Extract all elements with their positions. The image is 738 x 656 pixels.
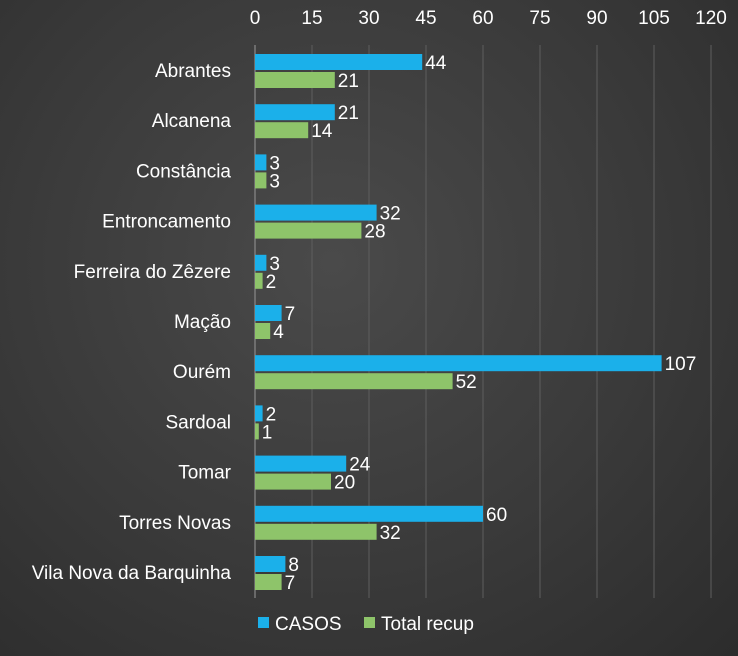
bar-casos (255, 254, 267, 271)
data-label: 8 (288, 555, 299, 576)
bar-casos (255, 455, 347, 472)
data-label: 24 (349, 455, 371, 476)
x-tick-label: 105 (638, 8, 670, 29)
bar-casos (255, 204, 377, 221)
category-label: Alcanena (152, 111, 232, 132)
category-label: Ferreira do Zêzere (74, 262, 231, 283)
legend-swatch-casos (258, 617, 269, 628)
x-tick-label: 0 (250, 8, 261, 29)
bar-total-recup (255, 272, 263, 289)
category-label: Mação (174, 312, 231, 333)
bar-casos (255, 556, 286, 572)
bar-total-recup (255, 222, 362, 239)
category-label: Ourém (173, 362, 231, 383)
data-label: 107 (665, 354, 697, 375)
bar-total-recup (255, 323, 271, 339)
x-tick-label: 60 (472, 8, 493, 29)
data-label: 2 (266, 404, 277, 425)
bars (255, 54, 662, 590)
data-label: 7 (285, 304, 296, 325)
category-labels: Abrantes Alcanena Constância Entroncamento F… (32, 61, 232, 584)
x-tick-label: 30 (358, 8, 379, 29)
bar-total-recup (255, 423, 259, 440)
x-tick-label: 45 (415, 8, 436, 29)
bar-casos (255, 54, 423, 70)
data-label: 32 (380, 523, 401, 544)
data-label: 2 (266, 272, 277, 293)
data-label: 3 (269, 153, 280, 174)
bar-total-recup (255, 72, 335, 88)
data-label: 7 (285, 573, 296, 594)
data-label: 21 (338, 103, 359, 124)
bar-total-recup (255, 122, 309, 139)
bar-total-recup (255, 172, 267, 189)
data-label: 60 (486, 505, 507, 526)
grid (254, 45, 712, 598)
x-tick-label: 90 (586, 8, 607, 29)
x-tick-label: 15 (301, 8, 322, 29)
bar-total-recup (255, 473, 331, 490)
legend-swatch-total-recup (364, 617, 375, 628)
bar-casos (255, 305, 282, 321)
data-label: 28 (364, 222, 385, 243)
data-label: 44 (425, 53, 447, 74)
x-tick-label: 75 (529, 8, 550, 29)
category-label: Sardoal (166, 412, 232, 433)
category-label: Tomar (178, 463, 231, 484)
data-label: 3 (269, 171, 280, 192)
x-axis-ticks: 0 15 30 45 60 75 90 105 120 (250, 8, 727, 29)
x-tick-label: 120 (695, 8, 727, 29)
bar-casos (255, 154, 267, 171)
bar-casos (255, 355, 662, 372)
bar-casos (255, 104, 335, 121)
category-label: Abrantes (155, 61, 231, 82)
data-label: 1 (262, 422, 273, 443)
bar-total-recup (255, 523, 377, 540)
data-label: 52 (456, 372, 477, 393)
data-label: 4 (273, 322, 284, 343)
category-label: Constância (136, 161, 231, 182)
data-label: 21 (338, 71, 359, 92)
bar-casos (255, 405, 263, 422)
data-label: 3 (269, 254, 280, 275)
data-label: 32 (380, 204, 401, 225)
category-label: Entroncamento (102, 212, 231, 233)
bar-total-recup (255, 574, 282, 590)
category-label: Vila Nova da Barquinha (32, 563, 232, 584)
bar-total-recup (255, 373, 453, 390)
data-label: 20 (334, 473, 355, 494)
legend: CASOS Total recup (258, 614, 474, 635)
bar-casos (255, 505, 483, 522)
data-label: 14 (311, 121, 333, 142)
legend-label: Total recup (381, 614, 474, 635)
category-label: Torres Novas (119, 513, 231, 534)
legend-label: CASOS (275, 614, 342, 635)
